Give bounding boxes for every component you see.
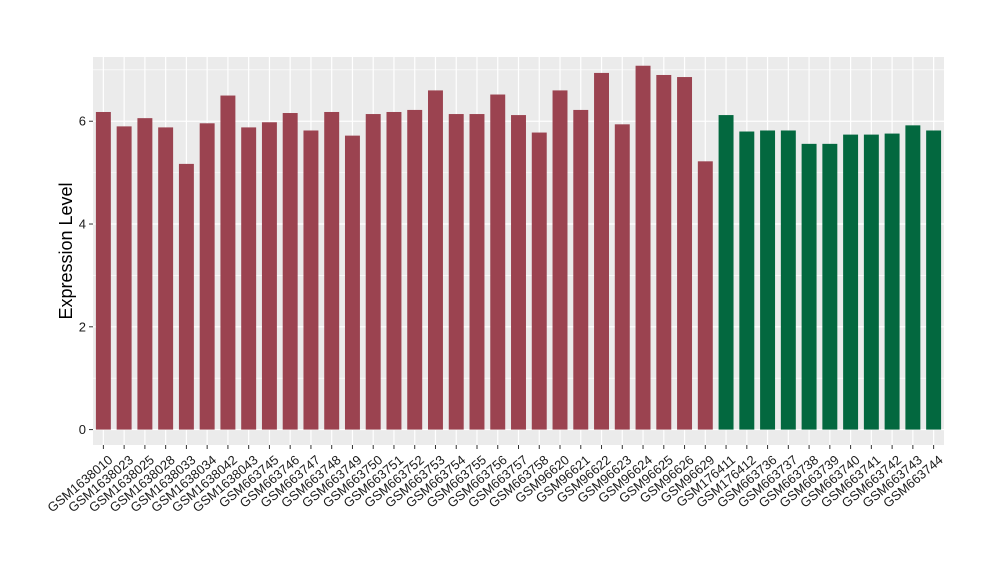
bar	[905, 125, 921, 430]
bar	[718, 115, 734, 430]
bar	[656, 74, 672, 430]
y-axis: 0 2 4 6	[79, 114, 93, 437]
y-tick-label: 6	[79, 114, 86, 129]
bar	[573, 109, 589, 430]
bar	[884, 133, 900, 430]
bar	[158, 127, 174, 430]
bar	[95, 111, 111, 430]
y-tick-label: 4	[79, 217, 86, 232]
bar	[780, 130, 796, 430]
bar	[469, 114, 485, 430]
bar	[863, 134, 879, 430]
bar	[760, 130, 776, 430]
bar	[282, 113, 298, 430]
bar	[386, 111, 402, 430]
bar	[739, 131, 755, 430]
bar	[428, 90, 443, 430]
bar	[552, 90, 568, 430]
bar	[822, 143, 838, 430]
bar	[407, 109, 423, 430]
bar	[531, 132, 547, 430]
bar	[697, 161, 713, 430]
bar	[344, 135, 360, 430]
bar	[241, 127, 257, 430]
bar	[303, 130, 319, 430]
bar	[261, 122, 277, 430]
bar	[116, 126, 132, 430]
bar	[490, 94, 506, 430]
bar	[365, 114, 381, 430]
bar	[448, 114, 464, 430]
y-tick-label: 2	[79, 319, 86, 334]
bar	[220, 95, 236, 430]
bar	[511, 115, 526, 430]
bar	[324, 111, 340, 430]
bar	[677, 77, 693, 430]
y-axis-title: Expression Level	[56, 182, 76, 319]
bar	[843, 134, 859, 430]
bar	[594, 72, 609, 430]
bar	[199, 123, 215, 430]
bar	[635, 65, 651, 430]
x-axis: GSM1638010GSM1638023GSM1638025GSM1638028…	[44, 445, 946, 515]
bar	[178, 163, 194, 430]
bar	[614, 124, 630, 430]
bars	[95, 65, 942, 430]
bar	[137, 118, 153, 430]
bar	[926, 130, 942, 430]
y-tick-label: 0	[79, 422, 86, 437]
bar	[801, 143, 817, 430]
